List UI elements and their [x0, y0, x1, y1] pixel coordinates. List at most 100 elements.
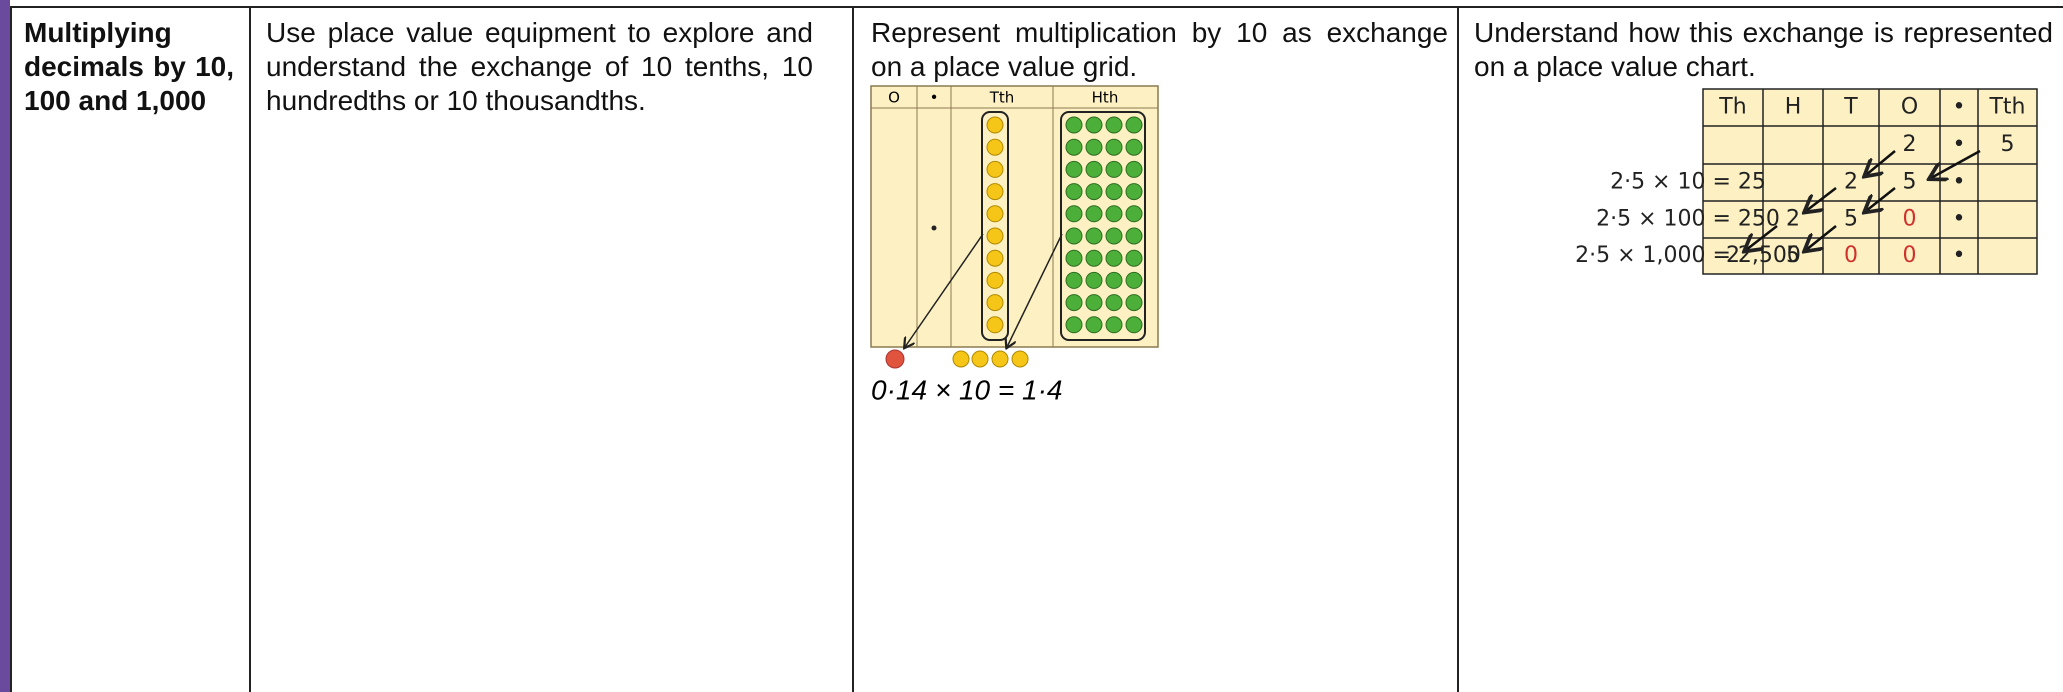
counter — [1125, 138, 1143, 156]
counter — [986, 294, 1004, 312]
counter — [1105, 205, 1123, 223]
counter — [1125, 205, 1143, 223]
cell-text: Understand how this exchange is represen… — [1474, 17, 2053, 82]
side-bar — [0, 0, 10, 692]
chart-header: O — [1901, 95, 1918, 120]
counter — [1125, 116, 1143, 134]
arrow — [1806, 187, 1837, 211]
counter — [1085, 316, 1103, 334]
grid-header: Hth — [1092, 89, 1119, 107]
counter — [1105, 294, 1123, 312]
arrow — [1866, 187, 1896, 211]
equation: 2·5 × 100 = 250 — [1596, 207, 1780, 232]
chart-cell: • — [1953, 243, 1966, 268]
counter — [1085, 183, 1103, 201]
counter — [1125, 294, 1143, 312]
counter — [986, 116, 1004, 134]
counter — [1105, 160, 1123, 178]
counter — [1065, 205, 1083, 223]
counter — [1105, 316, 1123, 334]
equation: 0·14 × 10 = 1·4 — [871, 374, 1062, 405]
chart-cell: 5 — [2001, 132, 2015, 157]
chart-header: Th — [1718, 95, 1746, 120]
chart-cell: • — [1953, 132, 1966, 157]
counter — [1065, 138, 1083, 156]
counter — [1125, 227, 1143, 245]
counter — [986, 227, 1004, 245]
chart-cell: • — [1953, 170, 1966, 195]
counter — [1085, 227, 1103, 245]
counter — [971, 350, 989, 368]
chart-cell: 5 — [1903, 170, 1917, 195]
chart-header: H — [1785, 95, 1802, 120]
arrow — [905, 233, 984, 347]
decimal-point — [931, 225, 937, 231]
grid-header: Tth — [989, 89, 1015, 107]
cell-text: Use place value equipment to explore and… — [266, 17, 813, 116]
counter — [1065, 227, 1083, 245]
counter — [1065, 294, 1083, 312]
cell-text: Represent multiplication by 10 as exchan… — [871, 17, 1448, 82]
counter — [1011, 350, 1029, 368]
counter — [1105, 249, 1123, 267]
arrows — [1746, 149, 1981, 250]
chart-cell: 2 — [1844, 170, 1858, 195]
counter — [1105, 227, 1123, 245]
equation: 2·5 × 1,000 = 2,500 — [1575, 243, 1801, 268]
counter — [1105, 183, 1123, 201]
chart-cell: • — [1953, 207, 1966, 232]
chart-cell: 2 — [1786, 207, 1800, 232]
counter — [1065, 160, 1083, 178]
counter — [952, 350, 970, 368]
counter — [1105, 271, 1123, 289]
counter — [1085, 249, 1103, 267]
counter — [1125, 160, 1143, 178]
grid-header: O — [888, 89, 900, 107]
row-title: Multiplying decimals by 10, 100 and 1,00… — [24, 17, 234, 116]
group-outline — [1060, 111, 1146, 341]
chart-cell: 2 — [1726, 243, 1740, 268]
chart-cell: 2 — [1903, 132, 1917, 157]
chart-cell: 0 — [1903, 207, 1917, 232]
group-outline — [981, 111, 1009, 341]
equation: 2·5 × 10 = 25 — [1610, 170, 1766, 195]
counter — [1125, 271, 1143, 289]
counter — [986, 271, 1004, 289]
counter — [1085, 294, 1103, 312]
counter — [1065, 249, 1083, 267]
counter — [1125, 249, 1143, 267]
counter — [1085, 138, 1103, 156]
chart-header: Tth — [1988, 95, 2025, 120]
arrow — [1746, 225, 1778, 250]
chart-cell: 5 — [1786, 243, 1800, 268]
counter — [991, 350, 1009, 368]
chart-cell: 5 — [1844, 207, 1858, 232]
counter — [986, 160, 1004, 178]
counter — [986, 183, 1004, 201]
counter — [1125, 183, 1143, 201]
counter — [1065, 116, 1083, 134]
arrow — [1007, 233, 1063, 347]
counter — [1085, 160, 1103, 178]
counter — [1065, 183, 1083, 201]
arrow — [1866, 150, 1896, 175]
counter — [986, 249, 1004, 267]
counter — [1125, 316, 1143, 334]
counter — [986, 316, 1004, 334]
counter — [1085, 271, 1103, 289]
counter — [1065, 316, 1083, 334]
chart-cell: 0 — [1844, 243, 1858, 268]
counter — [1085, 205, 1103, 223]
counter — [1065, 271, 1083, 289]
arrow — [1806, 225, 1837, 250]
counter — [1085, 116, 1103, 134]
counter — [986, 138, 1004, 156]
grid-header: • — [930, 89, 939, 107]
counter — [885, 349, 905, 369]
counter — [1105, 116, 1123, 134]
chart-cell: 0 — [1903, 243, 1917, 268]
chart-header: T — [1843, 95, 1858, 120]
